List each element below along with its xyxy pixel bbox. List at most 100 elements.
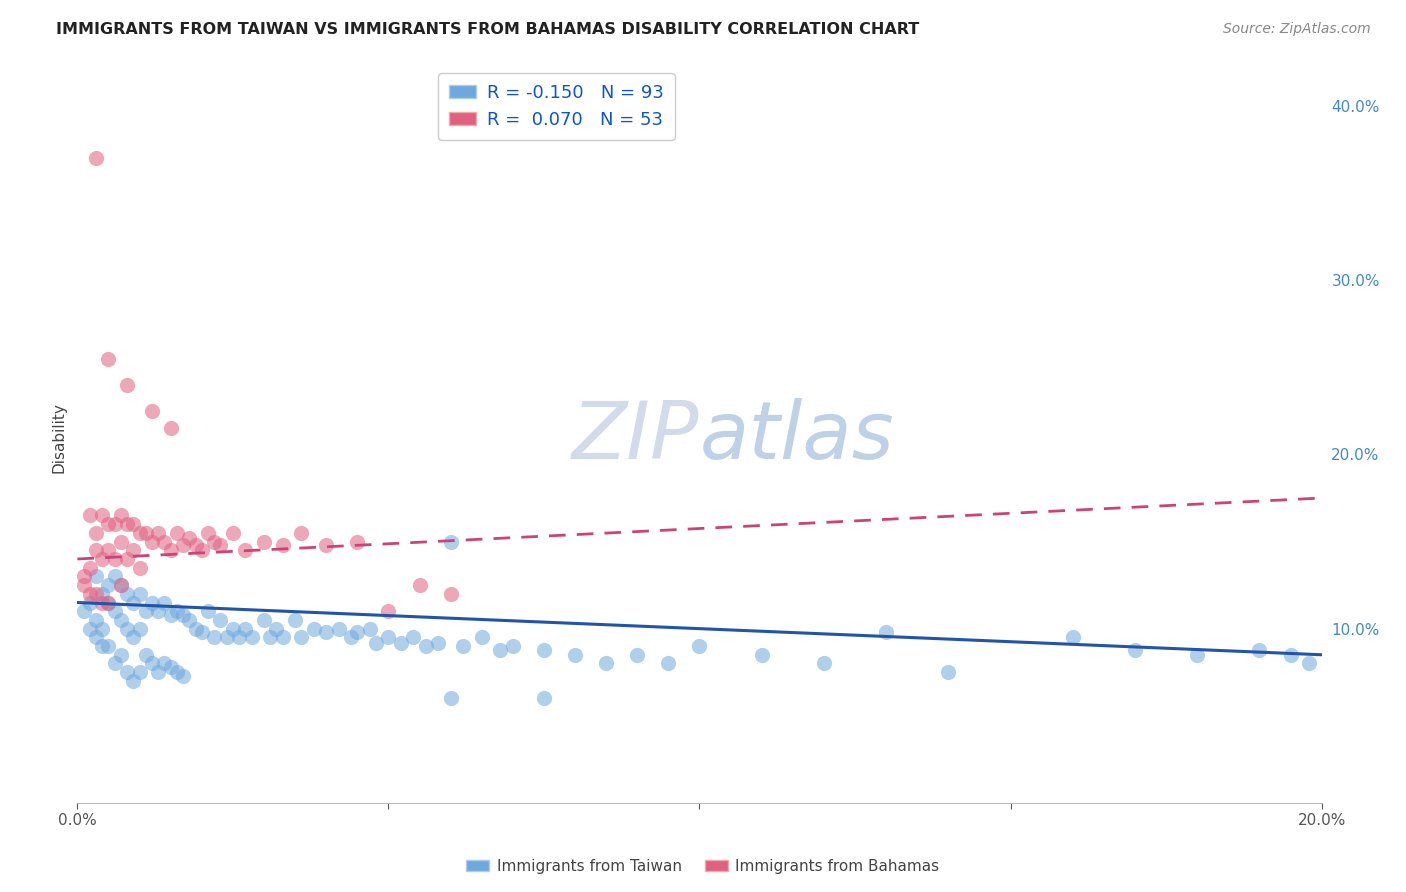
Point [135,648,157,662]
Point [427,635,450,649]
Point [104,604,127,618]
Point [315,538,337,552]
Point [79,622,101,636]
Point [402,631,425,645]
Point [302,622,325,636]
Point [184,622,207,636]
Legend: R = -0.150   N = 93, R =  0.070   N = 53: R = -0.150 N = 93, R = 0.070 N = 53 [439,73,675,140]
Text: atlas: atlas [700,398,894,476]
Point [141,534,163,549]
Point [938,665,960,680]
Point [159,421,181,435]
Point [128,560,150,574]
Point [153,595,176,609]
Point [91,595,114,609]
Point [97,578,120,592]
Point [104,657,127,671]
Point [84,613,107,627]
Point [197,604,219,618]
Point [84,631,107,645]
Point [159,543,181,558]
Point [110,648,132,662]
Point [97,595,120,609]
Point [128,622,150,636]
Point [97,543,120,558]
Point [271,538,294,552]
Point [290,525,312,540]
Point [84,525,107,540]
Point [253,613,276,627]
Text: ZIP: ZIP [572,398,700,476]
Point [79,560,101,574]
Point [153,657,176,671]
Point [172,538,194,552]
Point [209,538,232,552]
Point [440,587,463,601]
Point [228,631,250,645]
Point [209,613,232,627]
Point [315,625,337,640]
Point [1187,648,1209,662]
Point [104,552,127,566]
Point [122,543,145,558]
Point [159,607,181,622]
Point [79,595,101,609]
Text: IMMIGRANTS FROM TAIWAN VS IMMIGRANTS FROM BAHAMAS DISABILITY CORRELATION CHART: IMMIGRANTS FROM TAIWAN VS IMMIGRANTS FRO… [56,22,920,37]
Point [233,622,256,636]
Point [191,543,214,558]
Point [184,538,207,552]
Point [191,625,214,640]
Point [91,639,114,653]
Point [626,648,648,662]
Point [84,543,107,558]
Point [179,613,201,627]
Point [197,525,219,540]
Point [346,625,368,640]
Point [751,648,773,662]
Point [97,639,120,653]
Point [408,578,430,592]
Point [657,657,679,671]
Point [222,622,245,636]
Point [84,587,107,601]
Point [440,534,463,549]
Point [84,152,107,166]
Point [135,604,157,618]
Point [141,657,163,671]
Point [110,613,132,627]
Point [91,552,114,566]
Point [266,622,288,636]
Point [689,639,711,653]
Point [172,668,194,682]
Point [1062,631,1084,645]
Point [595,657,617,671]
Point [104,517,127,532]
Point [166,665,188,680]
Point [91,508,114,523]
Point [377,604,399,618]
Point [533,691,555,706]
Point [389,635,412,649]
Point [84,569,107,583]
Point [72,578,94,592]
Point [110,578,132,592]
Point [166,525,188,540]
Point [79,587,101,601]
Legend: Immigrants from Taiwan, Immigrants from Bahamas: Immigrants from Taiwan, Immigrants from … [460,853,946,880]
Point [128,665,150,680]
Point [346,534,368,549]
Point [233,543,256,558]
Point [179,531,201,545]
Point [813,657,835,671]
Point [79,508,101,523]
Point [364,635,387,649]
Point [222,525,245,540]
Point [489,642,512,657]
Point [1123,642,1146,657]
Point [128,525,150,540]
Point [110,578,132,592]
Point [115,377,138,392]
Point [564,648,586,662]
Point [159,660,181,674]
Point [141,404,163,418]
